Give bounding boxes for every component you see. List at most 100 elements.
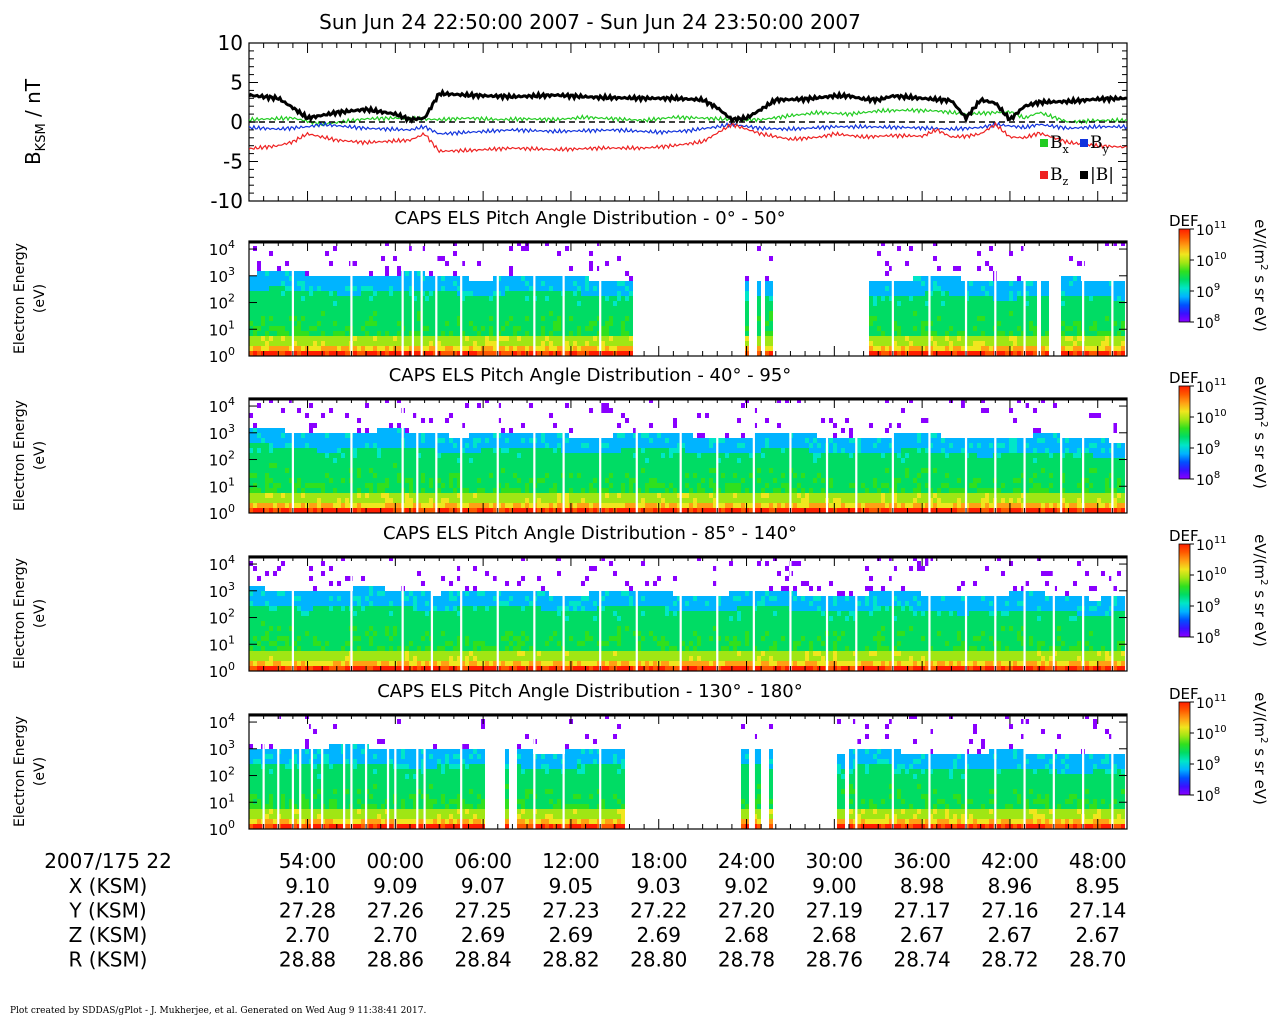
heatmap-cell <box>489 483 493 488</box>
heatmap-cell <box>285 341 289 346</box>
heatmap-cell <box>569 316 573 321</box>
heatmap-cell <box>345 316 349 321</box>
heatmap-cell <box>617 498 621 503</box>
heatmap-cell <box>881 316 885 321</box>
heatmap-cell <box>765 341 769 346</box>
heatmap-cell <box>961 306 965 311</box>
heatmap-cell <box>601 438 605 443</box>
heatmap-cell <box>485 448 489 453</box>
heatmap-cell <box>445 453 449 458</box>
heatmap-cell <box>585 326 589 331</box>
heatmap-cell <box>513 311 517 316</box>
legend-label-bmag: |B| <box>1090 165 1114 185</box>
heatmap-cell <box>341 503 345 508</box>
heatmap-cell <box>425 488 429 493</box>
heatmap-cell <box>281 351 285 356</box>
heatmap-cell <box>625 483 629 488</box>
heatmap-cell <box>925 351 929 356</box>
heatmap-cell <box>589 443 593 448</box>
heatmap-cell <box>1025 331 1029 336</box>
heatmap-cell <box>945 286 949 291</box>
heatmap-cell <box>577 488 581 493</box>
heatmap-cell <box>897 291 901 296</box>
heatmap-cell <box>1021 281 1025 286</box>
heatmap-cell <box>361 316 365 321</box>
heatmap-cell <box>577 503 581 508</box>
heatmap-cell <box>445 341 449 346</box>
heatmap-cell <box>445 306 449 311</box>
heatmap-cell <box>389 503 393 508</box>
heatmap-cell <box>409 291 413 296</box>
heatmap-cell <box>681 493 685 498</box>
heatmap-cell <box>933 256 937 261</box>
heatmap-cell <box>689 503 693 508</box>
heatmap-cell <box>645 478 649 483</box>
heatmap-cell <box>385 453 389 458</box>
heatmap-cell <box>577 326 581 331</box>
heatmap-cell <box>357 351 361 356</box>
heatmap-cell <box>273 428 277 433</box>
heatmap-cell <box>413 271 417 276</box>
heatmap-cell <box>1033 281 1037 286</box>
heatmap-cell <box>589 351 593 356</box>
heatmap-cell <box>881 331 885 336</box>
heatmap-cell <box>545 336 549 341</box>
heatmap-cell <box>277 326 281 331</box>
heatmap-cell <box>381 428 385 433</box>
heatmap-cell <box>425 331 429 336</box>
heatmap-cell <box>489 443 493 448</box>
heatmap-cell <box>541 503 545 508</box>
heatmap-cell <box>1009 286 1013 291</box>
heatmap-cell <box>405 341 409 346</box>
heatmap-cell <box>917 301 921 306</box>
heatmap-cell <box>705 473 709 478</box>
heatmap-cell <box>685 453 689 458</box>
heatmap-cell <box>449 336 453 341</box>
heatmap-cell <box>285 473 289 478</box>
heatmap-cell <box>517 448 521 453</box>
heatmap-cell <box>345 473 349 478</box>
heatmap-cell <box>705 478 709 483</box>
heatmap-cell <box>373 336 377 341</box>
heatmap-cell <box>1021 311 1025 316</box>
heatmap-cell <box>989 281 993 286</box>
heatmap-cell <box>1109 281 1113 286</box>
heatmap-cell <box>393 276 397 281</box>
heatmap-cell <box>417 271 421 276</box>
heatmap-cell <box>729 468 733 473</box>
heatmap-cell <box>1105 281 1109 286</box>
heatmap-cell <box>369 276 373 281</box>
heatmap-cell <box>1017 296 1021 301</box>
heatmap-cell <box>649 453 653 458</box>
heatmap-cell <box>569 311 573 316</box>
heatmap-cell <box>257 428 261 433</box>
heatmap-cell <box>653 488 657 493</box>
heatmap-cell <box>529 286 533 291</box>
heatmap-cell <box>937 336 941 341</box>
heatmap-cell <box>609 473 613 478</box>
heatmap-cell <box>489 301 493 306</box>
heatmap-cell <box>369 346 373 351</box>
heatmap-cell <box>917 276 921 281</box>
heatmap-cell <box>337 483 341 488</box>
heatmap-cell <box>953 286 957 291</box>
heatmap-cell <box>1089 331 1093 336</box>
heatmap-cell <box>641 493 645 498</box>
heatmap-cell <box>933 321 937 326</box>
heatmap-cell <box>945 331 949 336</box>
heatmap-cell <box>649 463 653 468</box>
heatmap-cell <box>501 316 505 321</box>
heatmap-cell <box>301 271 305 276</box>
heatmap-cell <box>473 311 477 316</box>
heatmap-cell <box>1025 296 1029 301</box>
heatmap-cell <box>877 291 881 296</box>
heatmap-cell <box>949 321 953 326</box>
heatmap-cell <box>617 291 621 296</box>
heatmap-cell <box>589 306 593 311</box>
heatmap-cell <box>945 336 949 341</box>
heatmap-cell <box>885 301 889 306</box>
heatmap-cell <box>1093 281 1097 286</box>
heatmap-cell <box>433 286 437 291</box>
heatmap-cell <box>281 483 285 488</box>
heatmap-cell <box>277 463 281 468</box>
